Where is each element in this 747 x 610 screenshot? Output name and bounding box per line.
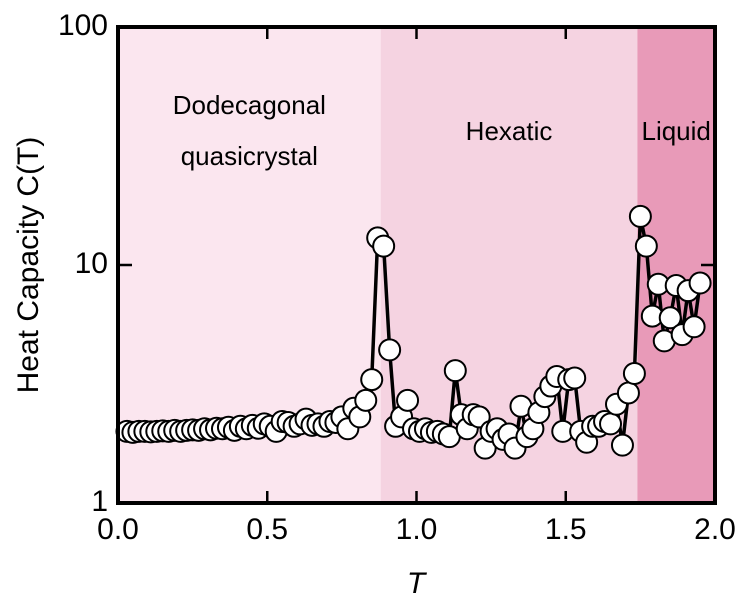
x-axis-label: T <box>407 567 428 600</box>
region-label: Dodecagonal <box>173 90 326 120</box>
y-tick-label: 10 <box>75 247 108 280</box>
y-tick-label: 100 <box>58 9 108 42</box>
x-tick-label: 1.0 <box>396 513 438 546</box>
region-label: Liquid <box>641 116 710 146</box>
data-point <box>396 388 420 412</box>
data-point <box>443 359 467 383</box>
data-point <box>616 381 640 405</box>
data-point <box>360 368 384 392</box>
x-tick-label: 0.5 <box>246 513 288 546</box>
data-point <box>563 366 587 390</box>
data-point <box>372 234 396 258</box>
region-label: Hexatic <box>466 116 553 146</box>
data-point <box>354 388 378 412</box>
y-tick-label: 1 <box>91 485 108 518</box>
data-point <box>378 338 402 362</box>
x-tick-label: 2.0 <box>694 513 736 546</box>
data-point <box>634 234 658 258</box>
plot <box>115 204 712 460</box>
data-point <box>688 271 712 295</box>
data-point <box>599 412 623 436</box>
x-tick-label: 1.5 <box>545 513 587 546</box>
x-tick-label: 0.0 <box>97 513 139 546</box>
region-label: quasicrystal <box>181 141 318 171</box>
plot-frame <box>116 25 717 505</box>
data-point <box>682 315 706 339</box>
data-point <box>658 306 682 330</box>
y-axis-label: Heat Capacity C(T) <box>12 137 45 394</box>
data-point <box>610 433 634 457</box>
data-point <box>628 204 652 228</box>
data-point <box>622 362 646 386</box>
